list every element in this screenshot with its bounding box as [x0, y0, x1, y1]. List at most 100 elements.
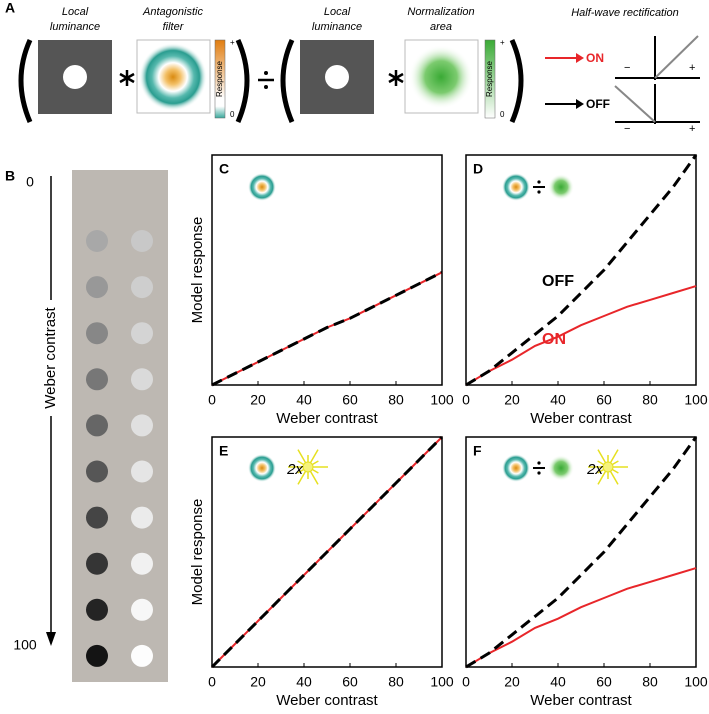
norm-image — [409, 45, 473, 109]
spot — [131, 276, 153, 299]
spot — [131, 322, 153, 345]
x-tick-label: 80 — [642, 392, 658, 408]
divide-icon — [537, 190, 541, 194]
arrow-head — [46, 632, 56, 646]
spot — [86, 506, 108, 529]
divide-icon — [537, 180, 541, 184]
x-tick-label: 100 — [684, 392, 708, 408]
spot — [86, 276, 108, 299]
x-tick-label: 100 — [684, 674, 708, 690]
plot-frame — [465, 154, 697, 386]
spot — [86, 552, 108, 575]
x-axis-label: Weber contrast — [276, 692, 378, 709]
axis-sign: + — [689, 123, 695, 135]
spot — [86, 598, 108, 621]
label-bg — [38, 300, 64, 416]
x-tick-label: 40 — [550, 392, 566, 408]
x-tick-label: 0 — [208, 674, 216, 690]
light-icon — [302, 461, 314, 473]
divide-icon — [537, 461, 541, 465]
panel-label: E — [219, 443, 228, 459]
spot — [86, 644, 108, 667]
rectification — [545, 35, 700, 124]
spot — [131, 230, 153, 252]
x-tick-label: 0 — [462, 392, 470, 408]
filter-icon — [502, 173, 530, 201]
series-line — [465, 154, 698, 387]
plot-frame — [211, 154, 443, 386]
x-tick-label: 20 — [504, 392, 520, 408]
axis-sign: − — [624, 123, 630, 135]
caption: Normalization — [407, 6, 474, 18]
spot — [131, 644, 153, 667]
norm-icon — [548, 455, 574, 481]
stimulus-spot — [325, 65, 349, 89]
x-tick-label: 60 — [342, 392, 358, 408]
x-axis-label: Weber contrast — [276, 410, 378, 427]
norm-icon — [548, 174, 574, 200]
annotation: 2x — [586, 461, 603, 478]
charts: C 0 20 40 60 80 100 Weber contrast Model respons… — [189, 154, 708, 709]
series-line — [210, 435, 444, 669]
series-line — [211, 270, 443, 387]
light-icon — [602, 461, 614, 473]
x-tick-label: 40 — [550, 674, 566, 690]
spot — [86, 322, 108, 345]
axis-end: 100 — [13, 637, 37, 653]
x-tick-label: 60 — [342, 674, 358, 690]
panel-label: C — [219, 161, 229, 177]
panel-label: A — [5, 0, 15, 16]
filter-icon — [502, 454, 530, 482]
x-tick-label: 40 — [296, 674, 312, 690]
filter-icon — [248, 173, 276, 201]
series-line — [465, 436, 698, 669]
spot — [131, 414, 153, 437]
panel-label: F — [473, 443, 482, 459]
equation — [18, 38, 524, 123]
axis-end: 0 — [26, 174, 34, 190]
caption: Local — [62, 6, 89, 18]
divide-sign — [258, 71, 274, 89]
x-axis-label: Weber contrast — [530, 410, 632, 427]
x-tick-label: 80 — [388, 674, 404, 690]
stimulus-spot — [63, 65, 87, 89]
plot-frame — [211, 436, 443, 668]
x-tick-label: 100 — [430, 392, 454, 408]
spot — [86, 368, 108, 391]
colorbar-tick: + — [500, 38, 505, 47]
spot — [131, 552, 153, 575]
panel-label: D — [473, 161, 483, 177]
colorbar — [214, 39, 226, 119]
spot — [131, 598, 153, 621]
spot — [131, 460, 153, 483]
x-tick-label: 20 — [504, 674, 520, 690]
caption: Half-wave rectification — [571, 7, 679, 19]
caption: Local — [324, 6, 351, 18]
caption: luminance — [50, 21, 100, 33]
x-tick-label: 60 — [596, 674, 612, 690]
caption: area — [430, 21, 452, 33]
colorbar-label: Response — [485, 60, 494, 97]
axis-sign: + — [689, 62, 695, 74]
spot — [131, 368, 153, 391]
annotation: OFF — [542, 273, 574, 290]
axis-sign: − — [624, 62, 630, 74]
spot — [86, 460, 108, 483]
x-tick-label: 20 — [250, 674, 266, 690]
off-label: OFF — [586, 97, 610, 111]
colorbar-label: Response — [215, 60, 224, 97]
x-tick-label: 0 — [208, 392, 216, 408]
x-tick-label: 0 — [462, 674, 470, 690]
spot — [86, 230, 108, 252]
filter-image — [139, 43, 207, 111]
colorbar — [484, 39, 496, 119]
caption: filter — [163, 21, 185, 33]
colorbar-tick: 0 — [500, 110, 505, 119]
stimulus-spots — [86, 230, 153, 667]
spot — [86, 414, 108, 437]
annotation: 2x — [286, 461, 303, 478]
caption: Antagonistic — [142, 6, 203, 18]
x-tick-label: 100 — [430, 674, 454, 690]
convolve-sign — [119, 70, 404, 86]
series-line — [465, 567, 697, 668]
